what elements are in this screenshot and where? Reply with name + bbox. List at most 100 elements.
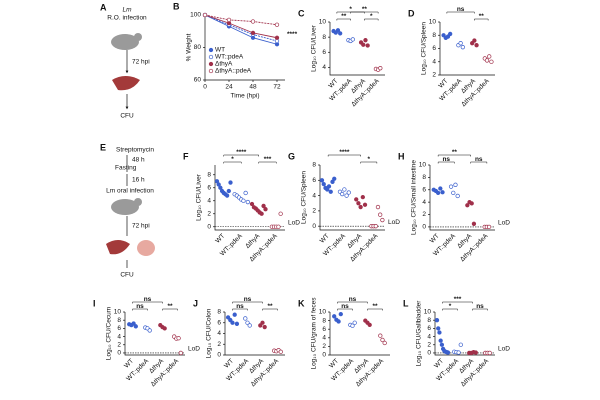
y-axis-label: Log₁₀ CFU/Gallbladder bbox=[416, 300, 423, 367]
y-tick-label: 8 bbox=[322, 317, 326, 324]
diagram-text: 72 hpi bbox=[132, 59, 150, 66]
y-tick-label: 2 bbox=[117, 341, 121, 348]
y-tick-label: 2 bbox=[322, 343, 326, 350]
annotation: **** bbox=[287, 31, 298, 38]
x-tick-label: 24 bbox=[225, 84, 233, 91]
point bbox=[332, 176, 337, 181]
y-tick-label: 8 bbox=[312, 162, 316, 169]
significance-bracket bbox=[442, 301, 473, 304]
y-tick-label: 10 bbox=[419, 162, 427, 169]
point bbox=[332, 314, 337, 319]
x-tick-label: WT bbox=[223, 358, 235, 370]
point bbox=[344, 193, 349, 198]
y-tick-label: 8 bbox=[217, 309, 221, 316]
panel-letter: D bbox=[408, 8, 415, 18]
point bbox=[226, 188, 231, 194]
significance-bracket bbox=[336, 18, 351, 21]
y-tick-label: 0 bbox=[117, 350, 121, 357]
significance-bracket bbox=[162, 308, 178, 311]
panel-letter: B bbox=[173, 1, 180, 11]
significance-bracket bbox=[132, 301, 163, 304]
point bbox=[278, 211, 283, 216]
point bbox=[448, 184, 454, 189]
lod-label: LoD bbox=[388, 219, 400, 226]
y-tick-label: 2 bbox=[427, 341, 431, 348]
significance-bracket bbox=[337, 308, 353, 311]
point bbox=[247, 323, 252, 328]
point bbox=[489, 59, 494, 64]
series-line bbox=[204, 14, 278, 42]
y-axis-label: Log₁₀ CFU/Small intestine bbox=[411, 160, 418, 235]
y-tick-label: 4 bbox=[117, 333, 121, 340]
y-tick-label: 2 bbox=[422, 211, 426, 218]
point bbox=[367, 322, 372, 328]
y-tick-label: 6 bbox=[427, 325, 431, 332]
y-tick-label: 8 bbox=[422, 174, 426, 181]
point bbox=[438, 338, 443, 343]
significance-bracket bbox=[474, 18, 489, 21]
point bbox=[224, 193, 230, 198]
point bbox=[441, 33, 446, 38]
y-axis-label: Log₁₀ CFU/Liver bbox=[196, 173, 203, 221]
point bbox=[250, 30, 256, 36]
axes bbox=[429, 165, 495, 231]
point bbox=[382, 340, 387, 346]
point bbox=[438, 186, 443, 191]
significance-bracket bbox=[223, 161, 242, 164]
legend-marker bbox=[208, 68, 214, 74]
significance-label: * bbox=[367, 156, 370, 163]
point bbox=[350, 37, 355, 42]
diagram-text: Lm bbox=[122, 7, 132, 14]
point bbox=[260, 320, 265, 325]
y-tick-label: 0 bbox=[217, 352, 221, 359]
y-tick-label: 6 bbox=[322, 326, 326, 333]
diagram-text: Lm oral infection bbox=[106, 188, 154, 195]
significance-label: * bbox=[231, 156, 234, 163]
y-tick-label: 4 bbox=[322, 64, 326, 71]
point bbox=[352, 320, 357, 325]
point bbox=[336, 319, 341, 324]
point bbox=[245, 199, 251, 205]
y-axis-label: % Weight bbox=[186, 33, 193, 61]
point bbox=[346, 190, 351, 195]
diagram-e: E Streptomycin 48 h Fasting 16 h Lm oral… bbox=[100, 142, 155, 279]
significance-label: ns bbox=[244, 296, 252, 303]
liver bbox=[106, 240, 130, 255]
diagram-text: 16 h bbox=[132, 177, 145, 184]
significance-bracket bbox=[232, 308, 248, 311]
significance-label: ** bbox=[167, 303, 173, 310]
point bbox=[361, 42, 366, 47]
y-tick-label: 4 bbox=[322, 335, 326, 342]
significance-label: ** bbox=[362, 6, 368, 13]
point bbox=[276, 224, 281, 229]
point bbox=[218, 185, 223, 190]
significance-label: ns bbox=[236, 303, 244, 310]
point bbox=[243, 190, 248, 196]
point bbox=[338, 31, 343, 36]
y-tick-label: 8 bbox=[117, 317, 121, 324]
point bbox=[176, 336, 181, 341]
point bbox=[214, 179, 220, 184]
y-axis-label: Log₁₀ CFU/Spleen bbox=[421, 22, 428, 75]
point bbox=[437, 330, 442, 335]
y-tick-label: 60 bbox=[194, 77, 202, 84]
point bbox=[360, 194, 365, 200]
diagram-text: R.O. infection bbox=[107, 15, 147, 22]
y-tick-label: 6 bbox=[117, 325, 121, 332]
significance-bracket bbox=[437, 161, 455, 164]
significance-label: ns bbox=[457, 6, 465, 13]
y-tick-label: 6 bbox=[422, 186, 426, 193]
point bbox=[470, 41, 475, 46]
y-tick-label: 6 bbox=[217, 319, 221, 326]
y-tick-label: 4 bbox=[312, 192, 316, 199]
legend-marker bbox=[208, 61, 214, 67]
significance-label: ** bbox=[267, 303, 273, 310]
point bbox=[261, 203, 266, 209]
x-tick-label: WT bbox=[319, 233, 331, 245]
point bbox=[259, 211, 264, 216]
y-tick-label: 4 bbox=[422, 199, 426, 206]
y-tick-label: 6 bbox=[312, 177, 316, 184]
y-tick-label: 80 bbox=[194, 44, 202, 51]
point bbox=[230, 320, 235, 325]
point bbox=[162, 326, 167, 331]
